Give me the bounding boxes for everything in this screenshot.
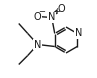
Text: +: + [53,7,60,16]
Text: N: N [48,12,55,22]
Text: O: O [34,11,42,22]
Text: N: N [75,28,82,39]
Text: −: − [38,7,45,16]
Text: O: O [58,4,66,13]
Text: N: N [34,39,41,50]
